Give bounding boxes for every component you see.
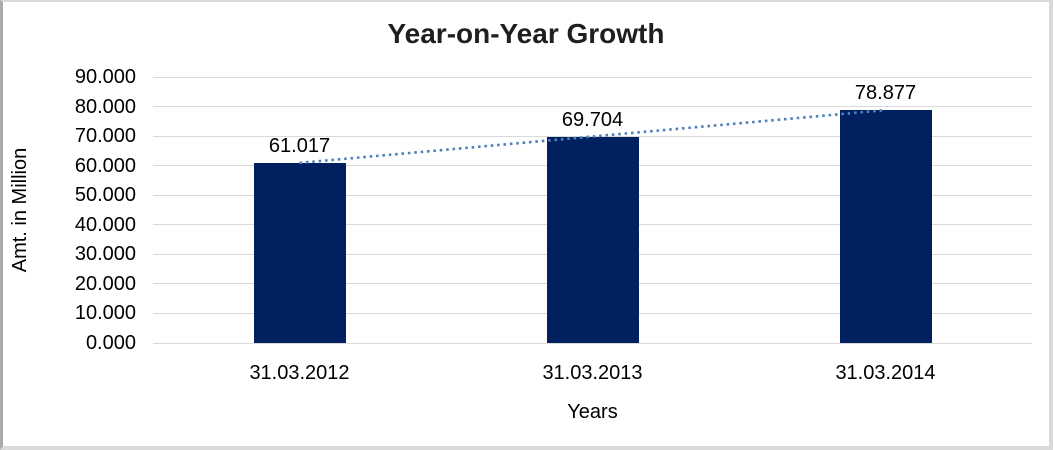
- y-axis-tick-label: 70.000: [74, 125, 136, 148]
- y-axis-tick-label: 60.000: [74, 154, 136, 177]
- y-gridline: [153, 106, 1032, 108]
- x-axis-category-label: 31.03.2013: [542, 362, 643, 384]
- x-axis-category-label: 31.03.2012: [249, 362, 350, 384]
- bar: [253, 162, 346, 343]
- y-axis-tick-label: 10.000: [74, 302, 136, 325]
- bar-value-label: 69.704: [561, 108, 624, 131]
- y-gridline: [153, 76, 1032, 78]
- y-axis-tick-label: 90.000: [74, 66, 136, 88]
- bar: [839, 109, 932, 343]
- y-gridline: [153, 342, 1032, 344]
- y-axis-tick-label: 50.000: [74, 184, 136, 207]
- y-axis-tick-label: 20.000: [74, 272, 136, 295]
- y-axis-tick-label: 30.000: [74, 243, 136, 266]
- x-axis-category-label: 31.03.2014: [835, 362, 936, 384]
- y-axis-tick-label: 0.000: [85, 332, 136, 354]
- bar-value-label: 78.877: [854, 81, 917, 104]
- chart-title: Year-on-Year Growth: [387, 18, 665, 49]
- x-axis-title: Years: [567, 401, 618, 423]
- y-axis-tick-label: 40.000: [74, 213, 136, 236]
- y-axis-tick-label: 80.000: [74, 95, 136, 118]
- bar: [546, 136, 639, 343]
- bar-value-label: 61.017: [268, 134, 331, 157]
